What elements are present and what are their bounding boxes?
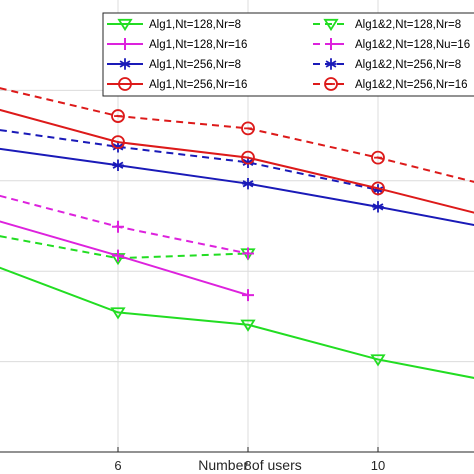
- legend-entry: Alg1&2,Nt=128,Nr=8: [313, 18, 461, 32]
- series-marker: [112, 141, 124, 153]
- series-marker: [372, 201, 384, 213]
- x-ticks: 6 8 10: [114, 447, 385, 473]
- x-axis-label: Number of users: [198, 457, 301, 473]
- series-marker: [242, 247, 254, 260]
- series: [0, 87, 474, 183]
- series-marker: [325, 58, 337, 70]
- x-tick-label: 8: [244, 458, 251, 473]
- legend-label: Alg1&2,Nt=128,Nr=8: [355, 19, 461, 31]
- series-group: [0, 87, 474, 379]
- series: [0, 129, 384, 196]
- series-line: [0, 266, 474, 379]
- legend-label: Alg1,Nt=256,Nr=8: [149, 59, 241, 71]
- legend-entry: Alg1&2,Nt=256,Nr=8: [313, 58, 461, 71]
- series: [0, 108, 474, 214]
- series-marker: [112, 220, 124, 233]
- series-marker: [118, 77, 132, 91]
- series: [0, 147, 474, 227]
- series-marker: [323, 18, 339, 32]
- legend-label: Alg1,Nt=128,Nr=8: [149, 19, 241, 31]
- series-marker: [242, 177, 254, 190]
- legend-entry: Alg1&2,Nt=128,Nu=16: [313, 38, 470, 51]
- series-marker: [112, 159, 124, 171]
- legend-label: Alg1,Nt=256,Nr=16: [149, 79, 247, 91]
- series: [0, 194, 254, 260]
- series-marker: [117, 18, 133, 32]
- legend-entry: Alg1,Nt=128,Nr=8: [107, 18, 241, 32]
- series-line: [0, 108, 474, 214]
- series-marker: [112, 249, 124, 262]
- series-marker: [119, 58, 131, 70]
- legend: Alg1,Nt=128,Nr=8 Alg1&2,Nt=128,Nr=8 Alg1,N…: [102, 12, 474, 97]
- series-marker: [371, 181, 385, 196]
- series: [0, 220, 254, 302]
- series-marker: [111, 135, 125, 150]
- series-line: [0, 129, 379, 191]
- legend-label: Alg1&2,Nt=256,Nr=8: [355, 59, 461, 71]
- legend-label: Alg1&2,Nt=256,Nr=16: [355, 79, 468, 91]
- series-marker: [370, 354, 386, 367]
- series: [0, 266, 474, 379]
- x-tick-label: 10: [371, 458, 385, 473]
- series-marker: [242, 156, 254, 169]
- series-marker: [241, 121, 255, 136]
- series-marker: [119, 38, 131, 50]
- x-tick-label: 6: [114, 458, 121, 473]
- legend-entry: Alg1,Nt=256,Nr=8: [107, 58, 241, 71]
- series-marker: [111, 109, 125, 123]
- legend-entry: Alg1,Nt=256,Nr=16: [107, 77, 247, 91]
- series-marker: [371, 150, 385, 165]
- series-marker: [110, 307, 126, 320]
- series-marker: [240, 319, 256, 332]
- legend-label: Alg1&2,Nt=128,Nu=16: [355, 39, 470, 51]
- legend-entry: Alg1,Nt=128,Nr=16: [107, 38, 247, 51]
- legend-entry: Alg1&2,Nt=256,Nr=16: [313, 77, 468, 91]
- series-marker: [324, 77, 338, 91]
- series-marker: [242, 289, 254, 302]
- legend-label: Alg1,Nt=128,Nr=16: [149, 39, 247, 51]
- series-marker: [372, 184, 384, 196]
- series-marker: [241, 150, 255, 165]
- legend-box: [102, 12, 474, 97]
- series-marker: [325, 38, 337, 50]
